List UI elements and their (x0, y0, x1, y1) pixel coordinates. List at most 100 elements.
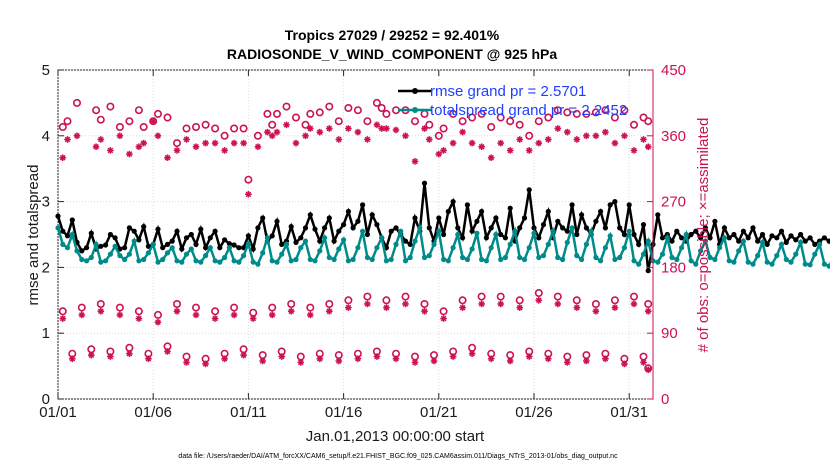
totalspread-point (726, 258, 732, 264)
obs-assimilated-stroke (69, 355, 76, 362)
rmse-point (631, 231, 637, 238)
obs-assimilated-marker (97, 307, 105, 315)
obs-assimilated-stroke (526, 147, 533, 154)
obs-assimilated-marker (573, 304, 581, 311)
obs-possible-marker (420, 299, 429, 308)
totalspread-point (612, 256, 618, 263)
legend: rmse grand pr = 2.5701 totalspread grand… (398, 83, 627, 119)
obs-assimilated-stroke (345, 304, 352, 311)
obs-assimilated-marker (535, 139, 543, 147)
obs-possible-marker (439, 307, 448, 316)
obs-assimilated-stroke (355, 355, 361, 362)
rmse-point (69, 217, 75, 223)
obs-assimilated-marker (78, 311, 86, 319)
obs-possible-marker (163, 113, 172, 122)
rmse-point (136, 237, 142, 243)
rmse-point (593, 218, 599, 224)
totalspread-point (141, 256, 147, 263)
obs-assimilated-marker (364, 136, 371, 143)
obs-possible-marker (620, 106, 629, 115)
totalspread-point (441, 256, 447, 263)
obs-assimilated-stroke (117, 132, 123, 139)
obs-possible-marker (434, 131, 443, 140)
obs-assimilated-marker (306, 125, 314, 132)
rmse-point (574, 231, 580, 238)
obs-assimilated-marker (459, 304, 466, 311)
obs-possible-marker (173, 299, 182, 308)
obs-assimilated-marker (421, 307, 428, 315)
obs-assimilated-marker (421, 125, 428, 132)
totalspread-point (659, 251, 666, 257)
rmse-point (707, 235, 713, 241)
totalspread-point (117, 253, 123, 259)
obs-assimilated-marker (611, 139, 619, 147)
totalspread-point (103, 258, 109, 264)
rmse-point (322, 225, 328, 231)
rmse-point (331, 238, 337, 244)
rmse-point (659, 235, 666, 241)
obs-assimilated-stroke (535, 140, 542, 146)
totalspread-point (336, 246, 342, 252)
obs-assimilated-stroke (97, 308, 104, 315)
rmse-point (740, 228, 747, 234)
totalspread-point (402, 258, 409, 264)
obs-assimilated-stroke (374, 353, 380, 360)
totalspread-point (736, 248, 742, 254)
obs-assimilated-stroke (326, 125, 333, 132)
totalspread-point (755, 253, 761, 259)
obs-assimilated-stroke (612, 304, 618, 311)
obs-possible-marker (534, 288, 543, 297)
obs-assimilated-stroke (421, 308, 428, 315)
totalspread-point (436, 228, 442, 234)
obs-assimilated-marker (283, 121, 290, 129)
obs-assimilated-marker (449, 353, 457, 360)
obs-assimilated-stroke (645, 366, 652, 373)
rmse-point (364, 231, 370, 238)
obs-possible-marker (230, 303, 239, 312)
obs-possible-marker (239, 124, 248, 133)
obs-assimilated-marker (373, 121, 381, 129)
obs-assimilated-stroke (535, 297, 542, 304)
obs-assimilated-marker (354, 128, 362, 136)
totalspread-point (245, 241, 251, 247)
obs-assimilated-marker (644, 366, 652, 374)
obs-assimilated-stroke (621, 361, 628, 367)
obs-possible-marker (92, 106, 101, 115)
obs-possible-marker (363, 292, 372, 301)
obs-possible-marker (306, 109, 315, 118)
obs-assimilated-marker (592, 132, 600, 140)
rmse-point (198, 226, 204, 232)
rmse-point (103, 242, 109, 248)
totalspread-point (731, 259, 737, 265)
totalspread-point (679, 245, 685, 251)
obs-assimilated-stroke (150, 118, 157, 125)
obs-possible-marker (192, 123, 201, 132)
obs-possible-marker (325, 299, 334, 308)
totalspread-point (712, 256, 718, 263)
obs-assimilated-stroke (231, 312, 237, 318)
rmse-point (231, 242, 237, 248)
obs-assimilated-marker (126, 150, 133, 158)
obs-assimilated-marker (430, 357, 438, 365)
obs-assimilated-stroke (221, 355, 228, 362)
obs-possible-marker (487, 123, 496, 132)
obs-possible-marker (306, 303, 315, 312)
obs-assimilated-stroke (316, 129, 323, 135)
obs-assimilated-marker (630, 147, 638, 154)
rmse-point (302, 225, 309, 231)
obs-assimilated-stroke (378, 125, 385, 132)
obs-assimilated-stroke (335, 358, 342, 364)
totalspread-point (521, 256, 528, 263)
totalspread-point (464, 256, 470, 263)
obs-possible-marker (73, 98, 82, 107)
obs-assimilated-marker (592, 307, 600, 315)
totalspread-point (279, 251, 285, 257)
totalspread-point (669, 254, 675, 261)
obs-possible-marker (268, 303, 277, 312)
obs-possible-marker (106, 102, 115, 111)
obs-possible-marker (263, 109, 272, 118)
totalspread-point (745, 259, 751, 265)
obs-possible-marker (182, 124, 191, 133)
obs-assimilated-marker (516, 304, 524, 311)
obs-assimilated-stroke (107, 147, 114, 154)
